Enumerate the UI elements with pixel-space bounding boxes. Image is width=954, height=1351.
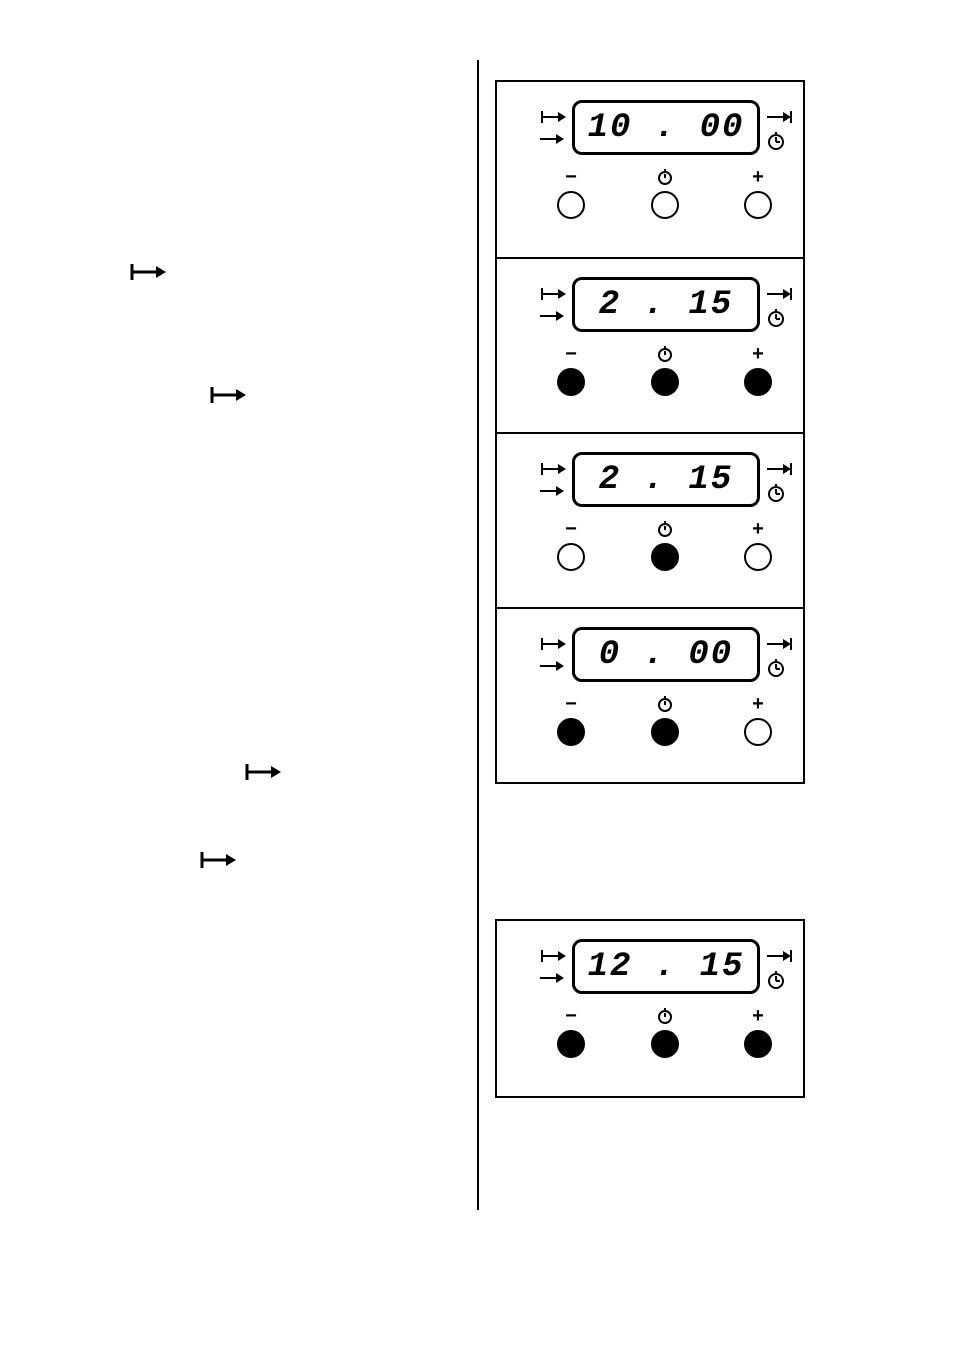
center-divider xyxy=(477,60,479,1210)
clock-button[interactable] xyxy=(651,543,679,571)
plus-button[interactable] xyxy=(744,191,772,219)
minus-button[interactable] xyxy=(557,1030,585,1058)
plus-button-group: + xyxy=(744,344,772,396)
timer-panel-5: 12 . 15 − + xyxy=(497,921,803,1096)
minus-button[interactable] xyxy=(557,368,585,396)
minus-button-group: − xyxy=(557,344,585,396)
clock-button[interactable] xyxy=(651,368,679,396)
timer-panel-1: 10 . 00 − + xyxy=(497,82,803,257)
lcd-display: 2 . 15 xyxy=(572,452,760,507)
minus-label: − xyxy=(565,694,577,714)
plus-button-group: + xyxy=(744,167,772,219)
minus-button[interactable] xyxy=(557,543,585,571)
plus-button[interactable] xyxy=(744,718,772,746)
end-time-icon-r xyxy=(767,110,793,129)
clock-button-group xyxy=(651,1006,679,1058)
clock-button[interactable] xyxy=(651,191,679,219)
end-time-icon xyxy=(540,309,566,328)
lcd-time: 12 . 15 xyxy=(588,948,745,986)
lcd-time: 10 . 00 xyxy=(588,109,745,147)
clock-icon xyxy=(767,484,785,507)
clock-icon xyxy=(767,659,785,682)
plus-label: + xyxy=(752,1006,764,1026)
button-row: − + xyxy=(557,1006,772,1058)
plus-button-group: + xyxy=(744,694,772,746)
plus-button-group: + xyxy=(744,1006,772,1058)
cook-time-icon xyxy=(540,949,566,968)
minus-button[interactable] xyxy=(557,718,585,746)
plus-label: + xyxy=(752,344,764,364)
button-row: − + xyxy=(557,167,772,219)
clock-label xyxy=(656,167,674,187)
clock-label xyxy=(656,344,674,364)
end-time-icon xyxy=(540,971,566,990)
timer-panel-2: 2 . 15 − + xyxy=(497,257,803,432)
cook-time-icon xyxy=(540,462,566,481)
clock-label xyxy=(656,519,674,539)
clock-icon xyxy=(767,132,785,155)
cook-duration-icon-4 xyxy=(200,850,236,875)
timer-panel-3: 2 . 15 − + xyxy=(497,432,803,607)
minus-label: − xyxy=(565,167,577,187)
minus-button[interactable] xyxy=(557,191,585,219)
lcd-display: 10 . 00 xyxy=(572,100,760,155)
lcd-display: 0 . 00 xyxy=(572,627,760,682)
clock-button-group xyxy=(651,694,679,746)
minus-button-group: − xyxy=(557,519,585,571)
timer-panel-stack: 10 . 00 − + xyxy=(495,80,805,784)
clock-button-group xyxy=(651,519,679,571)
end-time-icon xyxy=(540,484,566,503)
cook-duration-icon-3 xyxy=(245,762,281,787)
lcd-display: 12 . 15 xyxy=(572,939,760,994)
plus-button-group: + xyxy=(744,519,772,571)
clock-button-group xyxy=(651,344,679,396)
plus-label: + xyxy=(752,694,764,714)
end-time-icon xyxy=(540,659,566,678)
plus-button[interactable] xyxy=(744,543,772,571)
minus-label: − xyxy=(565,344,577,364)
clock-label xyxy=(656,1006,674,1026)
clock-icon xyxy=(767,309,785,332)
cook-time-icon xyxy=(540,110,566,129)
end-time-icon-r xyxy=(767,462,793,481)
button-row: − + xyxy=(557,519,772,571)
lcd-time: 2 . 15 xyxy=(599,286,733,324)
cook-duration-icon xyxy=(130,262,166,287)
timer-panel-4: 0 . 00 − + xyxy=(497,607,803,782)
minus-label: − xyxy=(565,1006,577,1026)
clock-button-group xyxy=(651,167,679,219)
right-column: 10 . 00 − + xyxy=(495,80,835,1098)
clock-button[interactable] xyxy=(651,718,679,746)
minus-button-group: − xyxy=(557,167,585,219)
plus-button[interactable] xyxy=(744,1030,772,1058)
minus-label: − xyxy=(565,519,577,539)
cook-duration-icon-2 xyxy=(210,385,246,410)
end-time-icon xyxy=(540,132,566,151)
lcd-display: 2 . 15 xyxy=(572,277,760,332)
cook-time-icon xyxy=(540,287,566,306)
cook-time-icon xyxy=(540,637,566,656)
clock-button[interactable] xyxy=(651,1030,679,1058)
end-time-icon-r xyxy=(767,637,793,656)
end-time-icon-r xyxy=(767,949,793,968)
lcd-time: 2 . 15 xyxy=(599,461,733,499)
clock-label xyxy=(656,694,674,714)
button-row: − + xyxy=(557,344,772,396)
plus-label: + xyxy=(752,519,764,539)
lcd-time: 0 . 00 xyxy=(599,636,733,674)
plus-button[interactable] xyxy=(744,368,772,396)
clock-icon xyxy=(767,971,785,994)
timer-panel-bottom: 12 . 15 − + xyxy=(495,919,805,1098)
end-time-icon-r xyxy=(767,287,793,306)
button-row: − + xyxy=(557,694,772,746)
minus-button-group: − xyxy=(557,694,585,746)
plus-label: + xyxy=(752,167,764,187)
minus-button-group: − xyxy=(557,1006,585,1058)
